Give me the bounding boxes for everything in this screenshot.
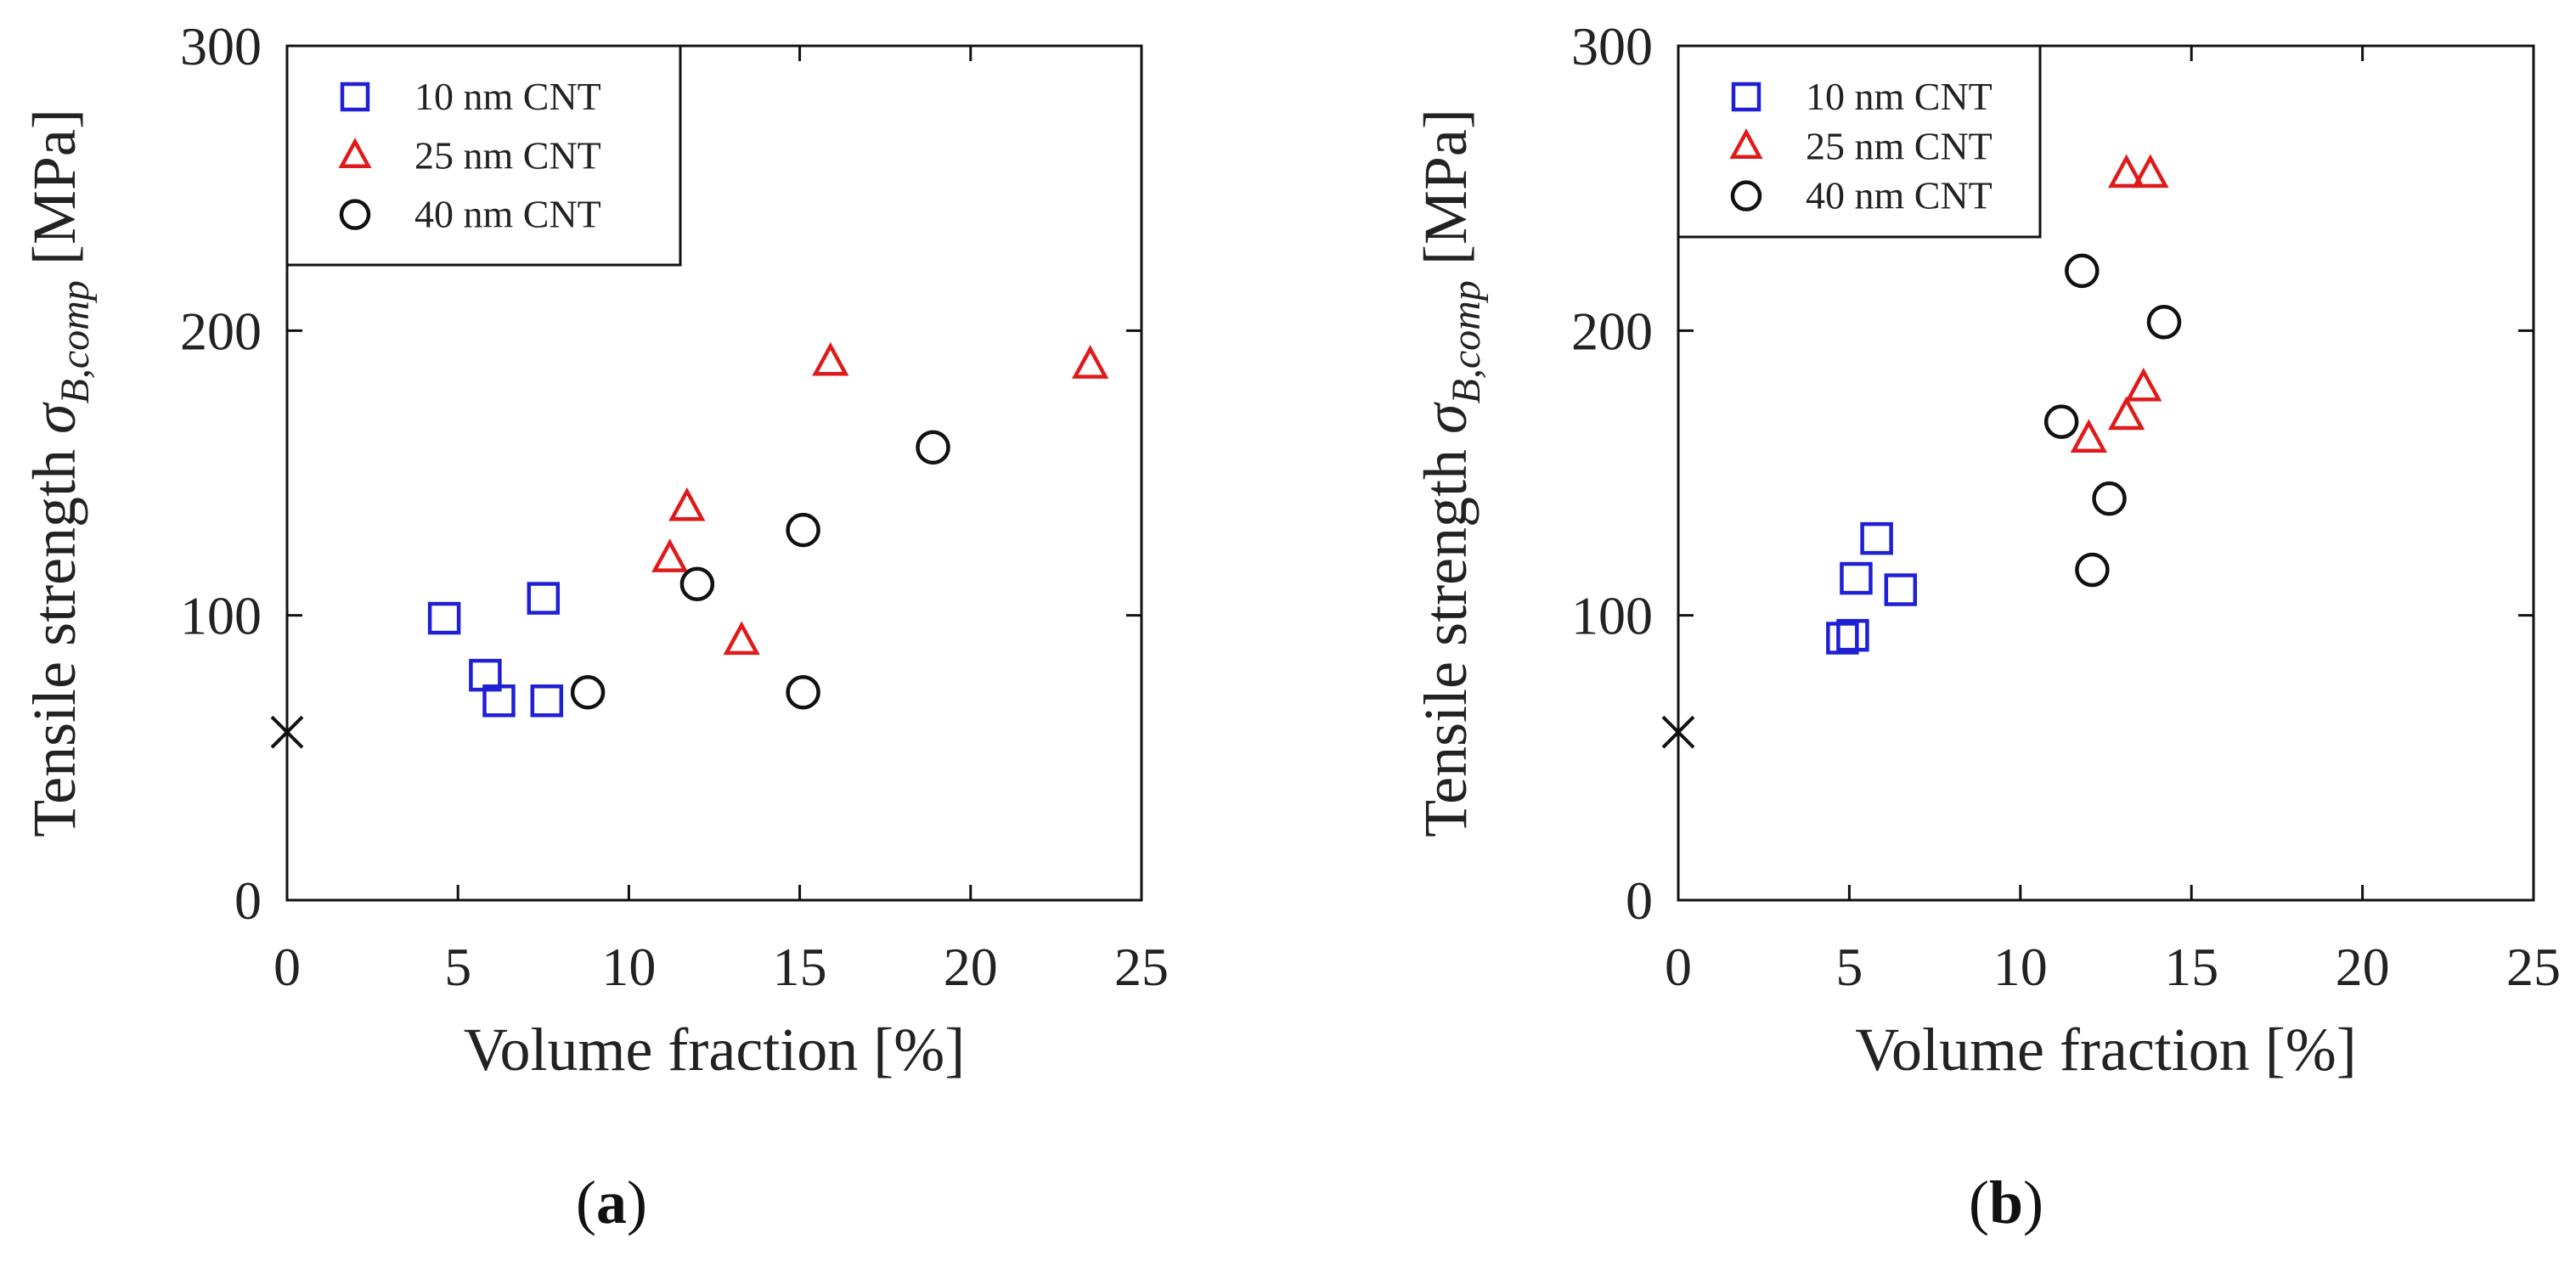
data-point-circle — [916, 430, 950, 465]
y-tick-label: 0 — [234, 870, 262, 931]
legend-marker-square — [340, 82, 370, 112]
plot-frame — [1677, 44, 2535, 902]
panel-label-open: ( — [1969, 1168, 1989, 1236]
plot-frame — [285, 44, 1143, 902]
x-tick-label: 5 — [444, 937, 471, 997]
y-axis-title-text: Tensile strength — [20, 434, 88, 837]
data-point-circle — [2092, 481, 2127, 516]
legend: 10 nm CNT 25 nm CNT 40 nm CNT — [285, 44, 682, 267]
series-triangle-1 — [2070, 154, 2169, 453]
x-axis-title: Volume fraction [%] — [1855, 1016, 2356, 1084]
data-point-circle — [786, 674, 820, 710]
series-square-0 — [427, 582, 564, 718]
y-axis-title: Tensile strength σB,comp [MPa] — [20, 109, 98, 837]
y-axis-title-subscript: B,comp — [1444, 280, 1489, 403]
data-point-triangle — [668, 487, 706, 521]
y-axis-title: Tensile strength σB,comp [MPa] — [1412, 109, 1489, 837]
data-point-square — [1836, 618, 1869, 652]
panel-label: (b) — [1969, 1168, 2043, 1236]
legend-marker-triangle — [338, 138, 372, 168]
baseline-cross-marker — [1661, 715, 1695, 749]
chart-panel-a: 0 5 10 15 20 25 0 100 200 300 Volume fraction [%] T… — [20, 16, 1169, 1236]
x-tick-label: 20 — [944, 937, 998, 997]
baseline-cross-marker — [270, 715, 304, 749]
data-point-triangle — [2108, 396, 2145, 431]
chart-panel-b: 0 5 10 15 20 25 0 100 200 300 Volume fraction [%] T… — [1412, 16, 2561, 1236]
data-point-square — [530, 684, 564, 718]
panel-label-open: ( — [576, 1168, 596, 1236]
data-point-circle — [2043, 404, 2079, 439]
x-tick-label: 15 — [2164, 937, 2218, 997]
data-point-triangle — [812, 341, 849, 376]
panel-label: (a) — [576, 1168, 647, 1236]
y-tick-label: 300 — [1571, 16, 1653, 76]
y-tick-label: 200 — [180, 301, 262, 361]
legend: 10 nm CNT 25 nm CNT 40 nm CNT — [1677, 44, 2042, 239]
panel-label-letter: b — [1989, 1168, 2023, 1236]
legend-marker-triangle — [1729, 128, 1763, 159]
y-tick-label: 300 — [180, 16, 262, 76]
panel-label-close: ) — [2023, 1168, 2043, 1236]
x-tick-label: 5 — [1835, 937, 1863, 997]
data-point-circle — [679, 566, 715, 602]
data-point-square — [427, 601, 461, 635]
legend-marker-square — [1731, 82, 1761, 112]
x-tick-label: 15 — [773, 937, 827, 997]
panel-label-letter: a — [596, 1168, 627, 1236]
series-triangle-1 — [651, 341, 1109, 656]
y-axis-title-unit: [MPa] — [1412, 109, 1480, 280]
x-tick-label: 0 — [273, 937, 301, 997]
y-tick-label: 200 — [1571, 301, 1653, 361]
series-square-0 — [1826, 521, 1918, 655]
x-tick-label: 10 — [601, 937, 656, 997]
x-axis-title: Volume fraction [%] — [464, 1016, 965, 1084]
data-point-triangle — [723, 621, 760, 656]
legend-label: 40 nm CNT — [414, 193, 601, 236]
y-axis-title-symbol: σ — [1412, 402, 1480, 434]
data-point-triangle — [2070, 419, 2108, 453]
y-axis-title-subscript: B,comp — [53, 280, 98, 403]
legend-label: 10 nm CNT — [414, 75, 601, 118]
y-tick-label: 0 — [1626, 870, 1653, 931]
panel-label-close: ) — [627, 1168, 647, 1236]
legend-marker-circle — [339, 199, 371, 230]
y-axis-title-symbol: σ — [20, 402, 88, 434]
series-circle-2 — [570, 430, 950, 710]
x-tick-label: 0 — [1665, 937, 1692, 997]
data-point-square — [1826, 622, 1859, 655]
y-tick-label: 100 — [180, 586, 262, 646]
data-point-square — [1884, 573, 1918, 606]
legend-marker-circle — [1730, 180, 1762, 211]
data-point-square — [482, 684, 516, 718]
data-point-triangle — [2132, 154, 2169, 189]
data-point-triangle — [2108, 154, 2145, 189]
data-point-square — [1860, 521, 1893, 555]
x-tick-label: 25 — [2506, 937, 2561, 997]
y-axis-title-unit: [MPa] — [20, 109, 88, 280]
data-point-triangle — [651, 538, 689, 572]
legend-label: 10 nm CNT — [1806, 75, 1993, 118]
data-point-circle — [786, 512, 820, 548]
legend-label: 40 nm CNT — [1806, 174, 1993, 217]
x-tick-label: 20 — [2336, 937, 2390, 997]
data-point-circle — [2075, 552, 2110, 588]
legend-label: 25 nm CNT — [414, 133, 601, 177]
data-point-circle — [570, 674, 606, 710]
legend-label: 25 nm CNT — [1806, 124, 1993, 167]
cross-stroke — [270, 715, 304, 749]
x-tick-label: 25 — [1114, 937, 1169, 997]
data-point-circle — [2146, 305, 2182, 340]
data-point-circle — [2065, 253, 2100, 289]
cross-stroke — [1661, 715, 1695, 749]
y-tick-label: 100 — [1571, 586, 1653, 646]
x-tick-label: 10 — [1993, 937, 2048, 997]
data-point-triangle — [2125, 368, 2162, 402]
data-point-square — [1840, 561, 1873, 595]
y-axis-title-text: Tensile strength — [1412, 434, 1480, 837]
series-circle-2 — [2043, 253, 2182, 588]
data-point-triangle — [1071, 345, 1109, 379]
data-point-square — [527, 582, 561, 615]
